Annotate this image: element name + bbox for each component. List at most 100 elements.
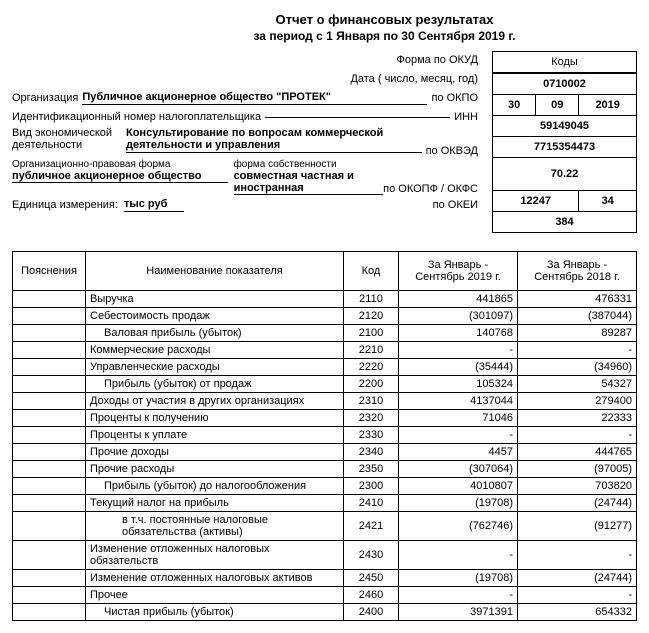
label-ownership: форма собственности bbox=[234, 159, 337, 170]
header-left: Форма по ОКУД Дата ( число, месяц, год) … bbox=[12, 51, 482, 214]
col-explanations: Пояснения bbox=[13, 252, 86, 291]
cell-v1: - bbox=[399, 427, 518, 444]
label-activity: Вид экономической деятельности bbox=[12, 127, 122, 151]
cell-code: 2340 bbox=[344, 444, 399, 461]
report-title: Отчет о финансовых результатах bbox=[132, 12, 637, 27]
cell-expl bbox=[13, 342, 86, 359]
table-row: Прочее2460-- bbox=[13, 587, 637, 604]
cell-expl bbox=[13, 308, 86, 325]
cell-expl bbox=[13, 427, 86, 444]
cell-code: 2110 bbox=[344, 291, 399, 308]
cell-v1: (301097) bbox=[399, 308, 518, 325]
cell-expl bbox=[13, 604, 86, 621]
code-date-year: 2019 bbox=[579, 95, 637, 116]
cell-name: Текущий налог на прибыль bbox=[86, 495, 344, 512]
col-period1: За Январь - Сентябрь 2019 г. bbox=[399, 252, 518, 291]
table-row: Доходы от участия в других организациях2… bbox=[13, 393, 637, 410]
cell-v1: (19708) bbox=[399, 570, 518, 587]
cell-expl bbox=[13, 512, 86, 541]
cell-v1: 441865 bbox=[399, 291, 518, 308]
table-row: Проценты к получению23207104622333 bbox=[13, 410, 637, 427]
code-inn: 7715354473 bbox=[493, 137, 637, 158]
cell-v2: (387044) bbox=[518, 308, 637, 325]
cell-expl bbox=[13, 376, 86, 393]
table-row: Управленческие расходы2220(35444)(34960) bbox=[13, 359, 637, 376]
label-inn: Идентификационный номер налогоплательщик… bbox=[12, 111, 261, 123]
cell-v1: - bbox=[399, 342, 518, 359]
cell-name: Прочие расходы bbox=[86, 461, 344, 478]
report-title-block: Отчет о финансовых результатах за период… bbox=[132, 12, 637, 43]
cell-v1: 140768 bbox=[399, 325, 518, 342]
col-period2: За Январь - Сентябрь 2018 г. bbox=[518, 252, 637, 291]
table-row: Изменение отложенных налоговых обязатель… bbox=[13, 541, 637, 570]
cell-v2: 279400 bbox=[518, 393, 637, 410]
cell-code: 2220 bbox=[344, 359, 399, 376]
cell-expl bbox=[13, 587, 86, 604]
cell-v1: 71046 bbox=[399, 410, 518, 427]
cell-v1: 4137044 bbox=[399, 393, 518, 410]
cell-expl bbox=[13, 461, 86, 478]
table-row: Прочие доходы23404457444765 bbox=[13, 444, 637, 461]
table-header-row: Пояснения Наименование показателя Код За… bbox=[13, 252, 637, 291]
cell-code: 2100 bbox=[344, 325, 399, 342]
cell-name: Изменение отложенных налоговых активов bbox=[86, 570, 344, 587]
label-unit: Единица измерения: bbox=[12, 199, 118, 211]
cell-expl bbox=[13, 410, 86, 427]
value-activity: Консультирование по вопросам коммерческо… bbox=[126, 127, 422, 153]
label-okopf: по ОКОПФ / ОКФС bbox=[383, 183, 482, 195]
label-okpo: по ОКПО bbox=[431, 92, 482, 104]
cell-v1: 105324 bbox=[399, 376, 518, 393]
cell-name: в т.ч. постоянные налоговые обязательств… bbox=[86, 512, 344, 541]
cell-code: 2320 bbox=[344, 410, 399, 427]
cell-v2: 89287 bbox=[518, 325, 637, 342]
cell-v1: (307064) bbox=[399, 461, 518, 478]
cell-name: Прибыль (убыток) от продаж bbox=[86, 376, 344, 393]
cell-name: Коммерческие расходы bbox=[86, 342, 344, 359]
cell-expl bbox=[13, 325, 86, 342]
cell-name: Проценты к уплате bbox=[86, 427, 344, 444]
cell-v2: (24744) bbox=[518, 570, 637, 587]
cell-v2: 444765 bbox=[518, 444, 637, 461]
label-legal-form: Организационно-правовая форма bbox=[12, 159, 170, 170]
cell-v2: 476331 bbox=[518, 291, 637, 308]
financial-table: Пояснения Наименование показателя Код За… bbox=[12, 251, 637, 621]
code-okopf: 12247 bbox=[493, 191, 579, 212]
cell-v2: (97005) bbox=[518, 461, 637, 478]
codes-header: Коды bbox=[493, 52, 637, 73]
label-okud: Форма по ОКУД bbox=[397, 54, 483, 66]
label-inn-code: ИНН bbox=[454, 111, 482, 123]
label-okei: по ОКЕИ bbox=[433, 199, 482, 211]
code-okpo: 59149045 bbox=[493, 116, 637, 137]
value-unit: тыс руб bbox=[124, 198, 184, 212]
table-row: Себестоимость продаж2120(301097)(387044) bbox=[13, 308, 637, 325]
cell-expl bbox=[13, 359, 86, 376]
cell-v2: - bbox=[518, 342, 637, 359]
label-okved: по ОКВЭД bbox=[426, 145, 482, 157]
col-code: Код bbox=[344, 252, 399, 291]
cell-code: 2350 bbox=[344, 461, 399, 478]
label-date: Дата ( число, месяц, год) bbox=[350, 73, 482, 85]
cell-v1: (35444) bbox=[399, 359, 518, 376]
cell-v2: - bbox=[518, 541, 637, 570]
cell-v2: 703820 bbox=[518, 478, 637, 495]
cell-code: 2300 bbox=[344, 478, 399, 495]
cell-name: Прибыль (убыток) до налогообложения bbox=[86, 478, 344, 495]
table-row: Прибыль (убыток) до налогообложения23004… bbox=[13, 478, 637, 495]
cell-name: Управленческие расходы bbox=[86, 359, 344, 376]
cell-code: 2310 bbox=[344, 393, 399, 410]
value-legal-form: публичное акционерное общество bbox=[12, 170, 228, 183]
cell-v1: (19708) bbox=[399, 495, 518, 512]
table-row: Коммерческие расходы2210-- bbox=[13, 342, 637, 359]
cell-expl bbox=[13, 444, 86, 461]
cell-expl bbox=[13, 541, 86, 570]
cell-code: 2410 bbox=[344, 495, 399, 512]
cell-code: 2460 bbox=[344, 587, 399, 604]
label-org: Организация bbox=[12, 92, 78, 104]
codes-column: Коды 0710002 30 09 2019 59149045 7715354… bbox=[492, 51, 637, 233]
cell-v2: (91277) bbox=[518, 512, 637, 541]
cell-v2: (34960) bbox=[518, 359, 637, 376]
value-ownership: совместная частная и иностранная bbox=[234, 170, 384, 195]
cell-v1: 3971391 bbox=[399, 604, 518, 621]
cell-expl bbox=[13, 495, 86, 512]
cell-expl bbox=[13, 478, 86, 495]
